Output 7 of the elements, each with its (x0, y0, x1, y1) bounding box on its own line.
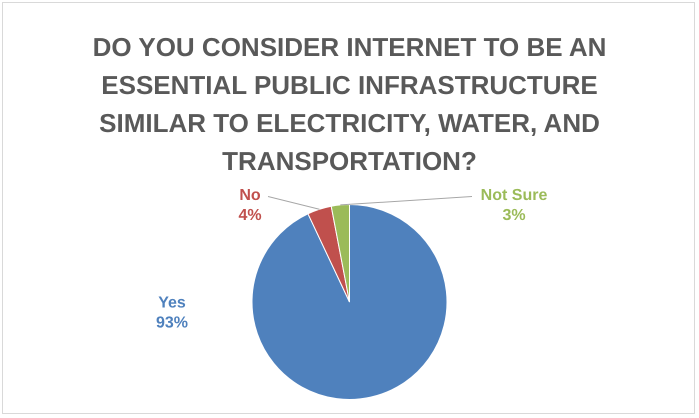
data-label: 3% (502, 206, 526, 224)
slice-label: Yes (158, 294, 186, 312)
data-label: 93% (156, 314, 188, 332)
slice-label: Not Sure (480, 186, 548, 204)
chart-title: DO YOU CONSIDER INTERNET TO BE AN ESSENTIAL PUBLIC INFRASTRUCTURE SIMILAR TO ELECTRICITY, WATER, AND TRANSPORTATION? (92, 31, 608, 178)
data-label: 4% (238, 206, 262, 224)
slice-label: No (239, 186, 261, 204)
